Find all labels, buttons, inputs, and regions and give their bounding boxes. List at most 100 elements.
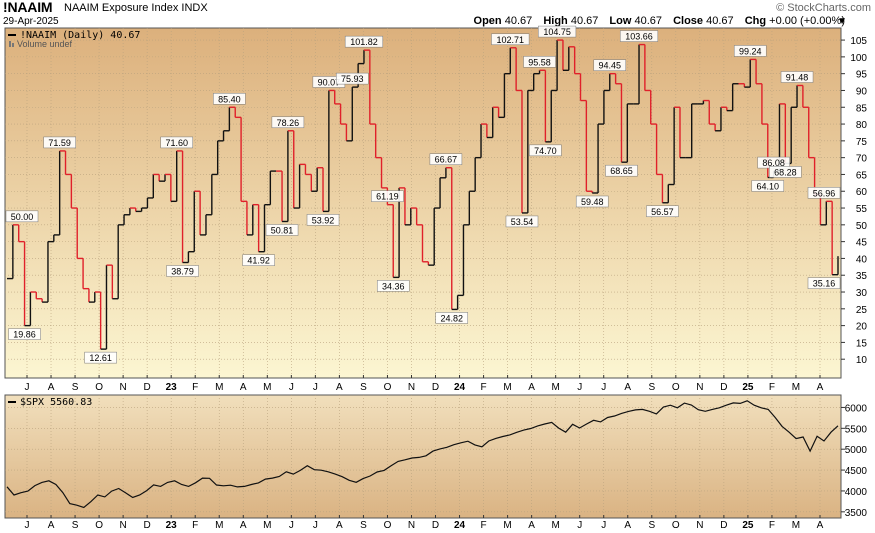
data-label: 34.36 [382, 281, 405, 291]
main-ytick-label: 105 [850, 36, 867, 47]
data-label-box [336, 72, 369, 85]
data-label: 41.92 [247, 256, 270, 266]
data-label-box [529, 144, 562, 157]
main-xtick-label: F [769, 382, 775, 393]
data-label: 103.66 [625, 32, 653, 42]
lower-xtick-label: M [503, 520, 511, 531]
lower-xtick-label: M [215, 520, 223, 531]
main-xtick-label: O [672, 382, 680, 393]
watermark: © StockCharts.com [776, 2, 871, 14]
main-panel [4, 27, 842, 379]
lower-ytick-label: 5500 [845, 424, 868, 435]
lower-xtick-label: F [481, 520, 487, 531]
lower-xtick-label: O [95, 520, 103, 531]
main-xtick-label: M [263, 382, 271, 393]
data-label: 68.65 [610, 166, 633, 176]
data-label: 94.45 [599, 61, 622, 71]
main-xtick-label: J [577, 382, 582, 393]
data-label: 71.60 [165, 138, 188, 148]
data-label: 66.67 [435, 155, 458, 165]
main-xtick-label: S [648, 382, 655, 393]
volume-icon-bar [12, 43, 14, 47]
data-label: 56.57 [651, 207, 674, 217]
main-ytick-label: 50 [856, 221, 868, 232]
volume-icon [9, 41, 11, 47]
lower-ytick-label: 4500 [845, 466, 868, 477]
lower-xtick-label: F [192, 520, 198, 531]
data-label: 38.79 [171, 266, 194, 276]
data-label: 75.93 [341, 74, 364, 84]
main-xtick-label: A [240, 382, 247, 393]
data-label: 86.08 [762, 158, 785, 168]
lower-xtick-label: M [551, 520, 559, 531]
data-label-box [265, 224, 299, 236]
data-label-box [619, 30, 659, 42]
data-label-box [84, 351, 117, 364]
main-ytick-label: 20 [856, 322, 868, 333]
data-label-box [780, 71, 814, 83]
main-ytick-label: 80 [856, 120, 868, 131]
data-label-box [646, 205, 679, 218]
lower-legend: $SPX 5560.83 [20, 397, 92, 408]
main-ytick-label: 60 [856, 187, 868, 198]
lower-xtick-label: 24 [454, 520, 466, 531]
high-readout: High 40.67 [543, 15, 599, 27]
data-label: 102.71 [497, 35, 525, 45]
open-readout: Open 40.67 [473, 15, 533, 27]
main-xtick-label: A [336, 382, 343, 393]
main-xtick-label: D [432, 382, 439, 393]
lower-xtick-label: M [792, 520, 800, 531]
down-arrow-icon: ▼ [837, 16, 847, 27]
lower-ytick-label: 4000 [845, 487, 868, 498]
change-readout: Chg +0.00 (+0.00%) [744, 15, 845, 27]
main-ytick-label: 55 [856, 204, 868, 215]
lower-xtick-label: D [432, 520, 439, 531]
lower-xtick-label: S [648, 520, 655, 531]
lower-xtick-label: J [313, 520, 318, 531]
data-label: 101.82 [350, 37, 378, 47]
data-label-box [435, 312, 469, 324]
data-label-box [306, 214, 340, 226]
data-label-box [376, 280, 410, 292]
main-ytick-label: 10 [856, 355, 868, 366]
data-label-box [807, 277, 841, 289]
data-label-box [429, 153, 463, 165]
lower-xtick-label: J [25, 520, 30, 531]
data-label-box [242, 254, 275, 266]
main-ytick-label: 65 [856, 170, 868, 181]
main-ytick-label: 75 [856, 137, 868, 148]
data-label-box [344, 35, 384, 48]
main-legend: !NAAIM (Daily) 40.67 [20, 30, 140, 41]
data-label-box [523, 56, 556, 68]
data-label: 74.70 [534, 146, 557, 156]
lower-xtick-label: O [672, 520, 680, 531]
data-label-box [769, 166, 802, 178]
data-label-box [5, 210, 39, 223]
data-label-box [605, 164, 638, 177]
lower-xtick-label: J [577, 520, 582, 531]
data-label-box [575, 195, 609, 208]
symbol-title: !NAAIM [3, 0, 53, 15]
main-xtick-label: 24 [454, 382, 466, 393]
main-ytick-label: 90 [856, 86, 868, 97]
chart-date: 29-Apr-2025 [3, 16, 59, 27]
instrument-name: NAAIM Exposure Index INDX [64, 2, 208, 14]
lower-xtick-label: S [72, 520, 79, 531]
lower-xtick-label: A [336, 520, 343, 531]
close-readout: Close 40.67 [673, 15, 734, 27]
low-readout: Low 40.67 [609, 15, 663, 27]
main-xtick-label: M [551, 382, 559, 393]
data-label: 61.19 [376, 192, 399, 202]
main-ytick-label: 100 [850, 53, 867, 64]
data-label: 50.81 [271, 225, 294, 235]
main-xtick-label: J [289, 382, 294, 393]
data-label: 50.00 [11, 212, 34, 222]
data-label-box [8, 328, 41, 340]
main-xtick-label: A [817, 382, 824, 393]
main-xtick-label: 25 [742, 382, 754, 393]
lower-ytick-label: 5000 [845, 445, 868, 456]
main-xtick-label: F [481, 382, 487, 393]
volume-label: Volume undef [17, 39, 73, 49]
main-xtick-label: J [313, 382, 318, 393]
